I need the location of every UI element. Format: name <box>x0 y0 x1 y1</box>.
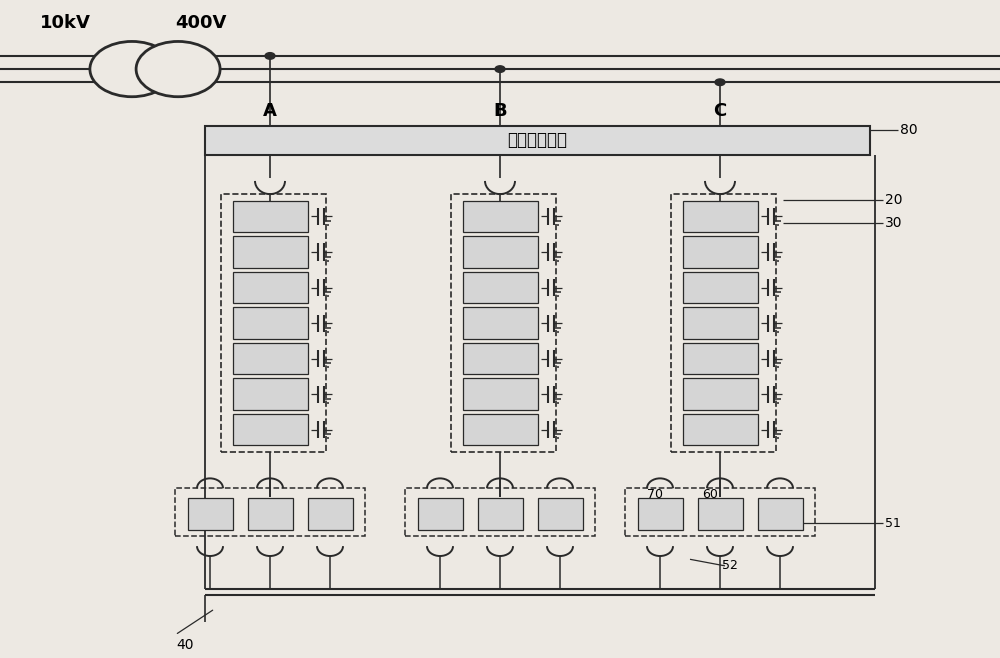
Bar <box>248 498 293 530</box>
Bar <box>462 236 538 268</box>
Text: 有源滤波模块: 有源滤波模块 <box>508 132 568 149</box>
Bar <box>232 201 308 232</box>
Text: 40: 40 <box>176 638 194 652</box>
Circle shape <box>265 53 275 59</box>
Bar <box>682 236 758 268</box>
Text: 70: 70 <box>647 488 663 501</box>
Bar <box>462 307 538 339</box>
Bar <box>538 498 583 530</box>
Bar <box>682 272 758 303</box>
Bar <box>462 343 538 374</box>
Text: A: A <box>263 101 277 120</box>
Bar <box>232 236 308 268</box>
Bar <box>682 414 758 445</box>
Text: 20: 20 <box>885 193 902 207</box>
Text: 400V: 400V <box>175 14 226 32</box>
Bar <box>478 498 522 530</box>
Text: C: C <box>713 101 727 120</box>
Text: 51: 51 <box>885 517 901 530</box>
Text: 60: 60 <box>702 488 718 501</box>
Bar <box>682 343 758 374</box>
Bar <box>698 498 742 530</box>
Bar <box>188 498 233 530</box>
Bar <box>232 343 308 374</box>
Bar <box>638 498 682 530</box>
Bar <box>232 272 308 303</box>
Bar <box>758 498 803 530</box>
Text: 52: 52 <box>722 559 738 572</box>
Circle shape <box>495 66 505 72</box>
Bar <box>682 307 758 339</box>
Bar <box>175 488 365 536</box>
Bar <box>682 378 758 410</box>
Text: B: B <box>493 101 507 120</box>
Text: 10kV: 10kV <box>40 14 91 32</box>
Bar <box>220 194 326 452</box>
Bar <box>232 378 308 410</box>
Bar <box>682 201 758 232</box>
Bar <box>232 414 308 445</box>
Bar <box>462 378 538 410</box>
Circle shape <box>715 79 725 86</box>
Bar <box>205 126 870 155</box>
Circle shape <box>90 41 174 97</box>
Circle shape <box>136 41 220 97</box>
Bar <box>308 498 352 530</box>
Bar <box>418 498 462 530</box>
Bar <box>462 272 538 303</box>
Text: 30: 30 <box>885 216 902 230</box>
Text: 80: 80 <box>900 122 918 137</box>
Bar <box>405 488 595 536</box>
Bar <box>670 194 776 452</box>
Bar <box>462 414 538 445</box>
Bar <box>625 488 815 536</box>
Bar <box>232 307 308 339</box>
Bar <box>462 201 538 232</box>
Bar <box>450 194 556 452</box>
